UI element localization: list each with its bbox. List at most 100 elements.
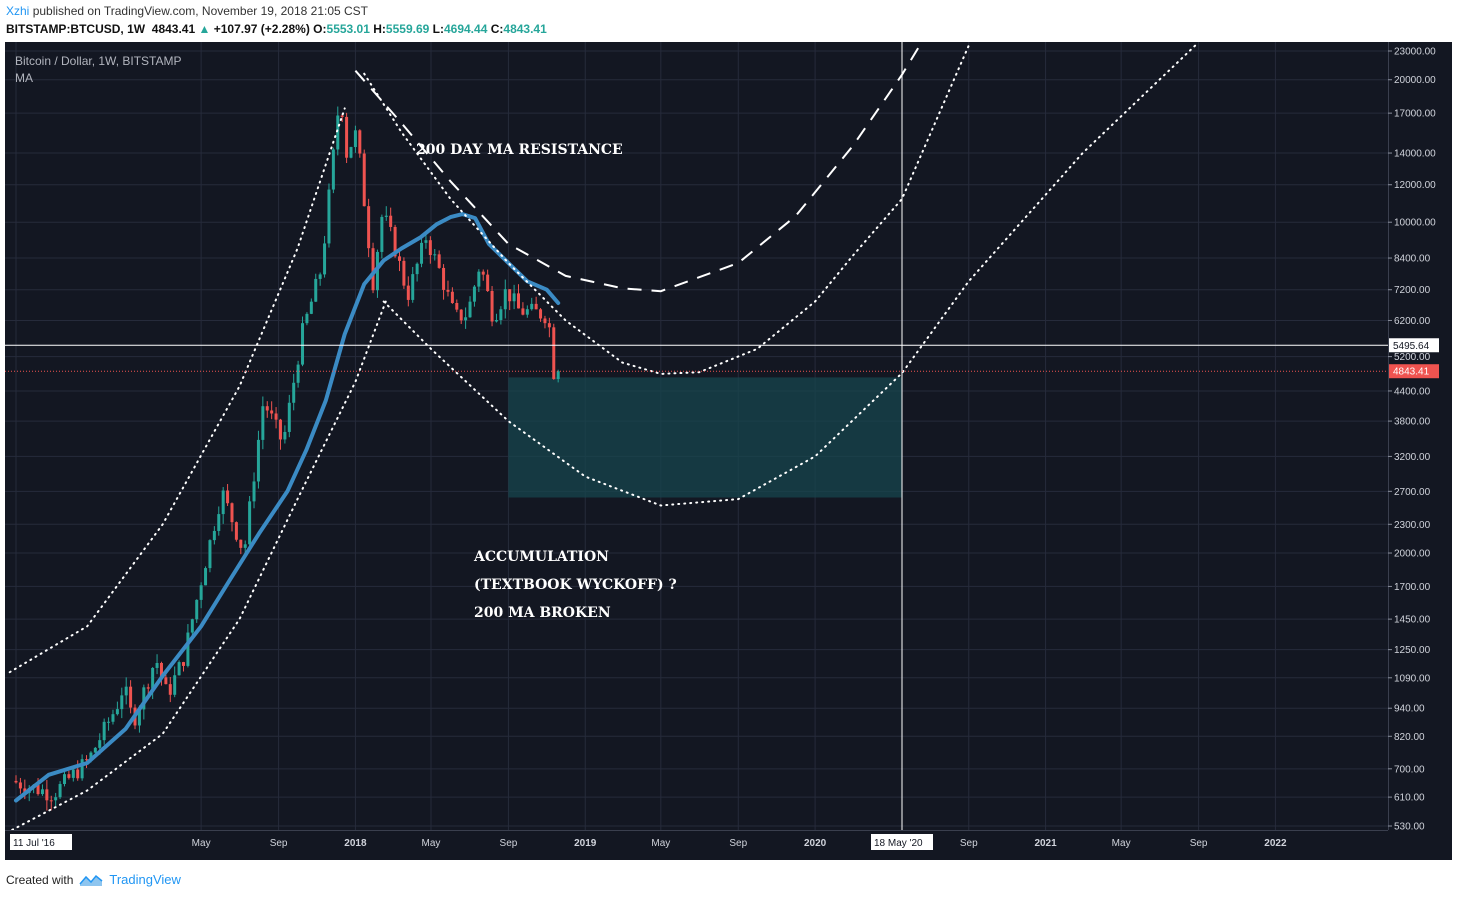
candle-body [424,240,428,243]
x-tick-label: 2021 [1034,838,1057,849]
chart-legend: Bitcoin / Dollar, 1W, BITSTAMP MA [15,53,182,87]
y-tick-label: 6200.00 [1394,316,1431,327]
y-tick-label: 2000.00 [1394,549,1431,560]
tradingview-logo-icon[interactable] [79,873,103,887]
dotted-curve [382,42,1200,507]
ticker-bar: BITSTAMP:BTCUSD, 1W 4843.41 ▲ +107.97 (+… [6,22,547,36]
candle-body [525,309,529,315]
publish-header: Xzhi published on TradingView.com, Novem… [6,4,368,18]
y-tick-label: 23000.00 [1394,47,1436,58]
candles [14,106,560,811]
candle-body [362,153,366,207]
candle-body [159,662,163,678]
candle-body [336,115,340,150]
author-name[interactable]: Xzhi [6,4,30,18]
candle-body [345,116,349,158]
candle-body [243,544,247,548]
candle-body [142,687,146,710]
candle-body [256,439,260,482]
chart-canvas[interactable]: 23000.00 20000.00 17000.00 14000.00 12000.00… [5,42,1452,860]
y-tick-label: 12000.00 [1394,180,1436,191]
y-tick-label: 1450.00 [1394,615,1431,626]
price-change: +107.97 (+2.28%) [213,22,310,36]
candle-body [45,789,49,801]
y-tick-label: 7200.00 [1394,285,1431,296]
dotted-curve [11,297,388,831]
candle-body [199,585,203,600]
up-arrow-icon: ▲ [198,22,211,36]
accumulation-zone [508,377,902,498]
candle-body [380,216,384,252]
y-tick-label: 2700.00 [1394,487,1431,498]
footer: Created with TradingView [6,872,181,887]
candle-body [85,759,89,761]
ma-line [14,212,561,803]
candle-body [530,303,534,310]
y-tick-label: 8400.00 [1394,254,1431,265]
symbol-label: BITSTAMP:BTCUSD, 1W [6,22,146,36]
candle-body [270,410,274,414]
y-tick-label: 530.00 [1394,822,1425,833]
last-price-tag-label: 4843.41 [1393,367,1430,378]
candle-body [464,317,468,321]
candle-body [437,254,441,268]
candle-body [186,632,190,666]
candle-body [102,721,106,741]
candle-body [107,721,111,723]
y-tick-label: 2300.00 [1394,520,1431,531]
candle-body [433,254,437,256]
last-price-tag [1389,364,1439,379]
candle-body [296,364,300,383]
candle-body [446,289,450,292]
open-label: O: [313,22,327,36]
candle-body [517,293,521,309]
candle-body [23,788,27,793]
candle-body [155,662,159,668]
candle-body [327,189,331,244]
candle-body [534,303,538,310]
y-tick-label: 17000.00 [1394,109,1436,120]
resistance-dashed-curve [354,45,921,293]
candle-body [221,490,225,515]
candle-body [146,687,150,689]
low-label: L: [432,22,444,36]
tradingview-link[interactable]: TradingView [109,872,181,887]
x-axis-date-tag [871,834,933,850]
y-tick-label: 610.00 [1394,793,1425,804]
y-tick-label: 20000.00 [1394,75,1436,86]
candle-body [477,271,481,287]
candle-body [98,740,102,748]
candle-body [89,752,93,761]
candle-body [301,323,305,365]
candle-body [208,540,212,569]
candle-body [265,406,269,411]
y-tick-label: 5200.00 [1394,352,1431,363]
candle-body [349,147,353,158]
candle-body [18,782,22,789]
candle-body [353,130,357,148]
y-tick-label: 820.00 [1394,732,1425,743]
candle-body [415,263,419,275]
open-value: 5553.01 [326,22,370,36]
chart-area[interactable]: 23000.00 20000.00 17000.00 14000.00 12000.00… [5,42,1452,860]
y-tick-label: 10000.00 [1394,218,1436,229]
publish-info: published on TradingView.com, November 1… [32,4,369,18]
x-tick-label: Sep [729,838,747,849]
candle-body [393,226,397,257]
candle-body [547,323,551,328]
y-tick-label: 3800.00 [1394,417,1431,428]
candle-body [455,302,459,310]
candle-body [318,274,322,279]
candle-body [261,406,265,440]
candle-body [358,130,362,154]
candle-body [129,686,133,708]
x-tick-label: May [192,838,211,849]
candle-body [111,714,115,722]
candle-body [252,481,256,502]
annotation-broken: 200 MA BROKEN [474,605,611,621]
candle-body [168,684,172,695]
y-tick-label: 700.00 [1394,764,1425,775]
candle-body [76,769,80,779]
low-value: 4694.44 [443,22,488,36]
candle-body [314,278,318,302]
